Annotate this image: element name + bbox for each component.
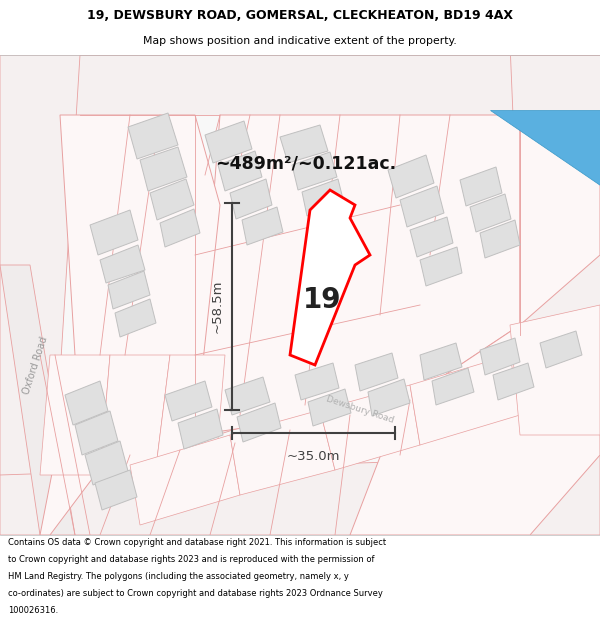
Polygon shape: [510, 55, 600, 535]
Polygon shape: [100, 355, 170, 475]
Polygon shape: [108, 271, 150, 309]
Polygon shape: [155, 355, 225, 475]
Polygon shape: [280, 125, 328, 163]
Polygon shape: [0, 265, 75, 535]
Text: ~35.0m: ~35.0m: [287, 450, 340, 462]
Text: 19, DEWSBURY ROAD, GOMERSAL, CLECKHEATON, BD19 4AX: 19, DEWSBURY ROAD, GOMERSAL, CLECKHEATON…: [87, 9, 513, 22]
Polygon shape: [480, 338, 520, 375]
Polygon shape: [368, 379, 410, 416]
Polygon shape: [110, 320, 525, 465]
Polygon shape: [510, 305, 600, 435]
Polygon shape: [0, 55, 80, 535]
Text: 19: 19: [303, 286, 341, 314]
Polygon shape: [308, 389, 351, 426]
Polygon shape: [470, 194, 511, 232]
Polygon shape: [480, 220, 520, 258]
Text: to Crown copyright and database rights 2023 and is reproduced with the permissio: to Crown copyright and database rights 2…: [8, 555, 374, 564]
Polygon shape: [160, 209, 200, 247]
Polygon shape: [290, 190, 370, 365]
Polygon shape: [237, 403, 281, 442]
Polygon shape: [195, 115, 520, 435]
Polygon shape: [40, 355, 110, 475]
Polygon shape: [75, 411, 118, 455]
Polygon shape: [40, 115, 220, 535]
Polygon shape: [165, 381, 212, 421]
Polygon shape: [400, 186, 444, 227]
Polygon shape: [140, 147, 187, 191]
Polygon shape: [520, 115, 600, 325]
Polygon shape: [302, 179, 344, 216]
Polygon shape: [460, 167, 502, 206]
Polygon shape: [410, 355, 520, 445]
Polygon shape: [90, 210, 138, 255]
Polygon shape: [218, 151, 262, 191]
Polygon shape: [95, 470, 137, 510]
Polygon shape: [490, 110, 600, 185]
Polygon shape: [205, 121, 252, 163]
Text: Oxford Road: Oxford Road: [21, 335, 49, 395]
Polygon shape: [292, 152, 337, 190]
Polygon shape: [242, 207, 283, 245]
Polygon shape: [230, 410, 335, 495]
Polygon shape: [130, 435, 240, 525]
Polygon shape: [230, 179, 272, 219]
Polygon shape: [432, 368, 474, 405]
Polygon shape: [420, 247, 462, 286]
Polygon shape: [65, 381, 108, 425]
Polygon shape: [225, 377, 270, 415]
Polygon shape: [350, 325, 600, 535]
Text: 100026316.: 100026316.: [8, 606, 58, 615]
Polygon shape: [150, 179, 194, 220]
Polygon shape: [420, 343, 462, 380]
Polygon shape: [295, 363, 339, 400]
Text: Contains OS data © Crown copyright and database right 2021. This information is : Contains OS data © Crown copyright and d…: [8, 538, 386, 547]
Polygon shape: [100, 245, 145, 283]
Text: ~58.5m: ~58.5m: [211, 280, 223, 333]
Polygon shape: [355, 353, 398, 391]
Polygon shape: [0, 55, 600, 115]
Text: Map shows position and indicative extent of the property.: Map shows position and indicative extent…: [143, 36, 457, 46]
Text: Dewsbury Road: Dewsbury Road: [325, 395, 395, 425]
Text: co-ordinates) are subject to Crown copyright and database rights 2023 Ordnance S: co-ordinates) are subject to Crown copyr…: [8, 589, 383, 598]
Polygon shape: [493, 363, 534, 400]
Polygon shape: [178, 409, 223, 449]
Polygon shape: [410, 217, 453, 257]
Text: HM Land Registry. The polygons (including the associated geometry, namely x, y: HM Land Registry. The polygons (includin…: [8, 572, 349, 581]
Polygon shape: [320, 385, 420, 470]
Text: ~489m²/~0.121ac.: ~489m²/~0.121ac.: [215, 154, 396, 172]
Polygon shape: [540, 331, 582, 368]
Polygon shape: [85, 441, 128, 485]
Polygon shape: [388, 155, 434, 198]
Polygon shape: [128, 113, 178, 159]
Polygon shape: [0, 455, 600, 535]
Polygon shape: [115, 299, 156, 337]
